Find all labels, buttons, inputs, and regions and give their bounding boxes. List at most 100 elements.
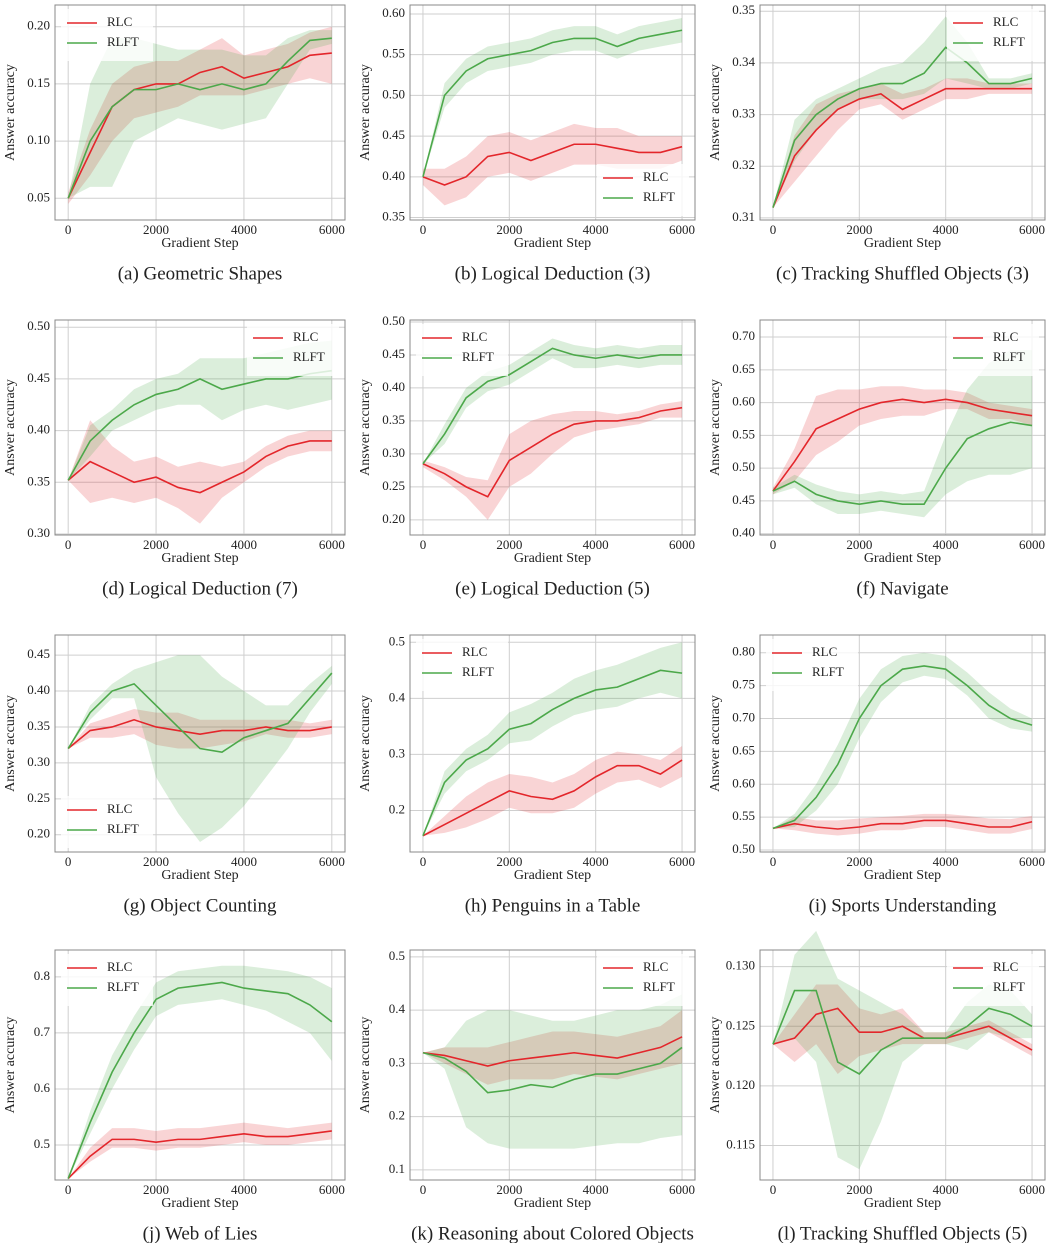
x-tick-label: 0 [65,222,72,237]
legend-box [247,324,339,376]
caption: (f) Navigate [856,578,948,599]
y-tick-label: 0.2 [389,801,405,816]
band [68,420,332,524]
x-tick-label: 0 [420,854,427,869]
x-tick-label: 6000 [1019,222,1045,237]
x-tick-label: 0 [770,1182,777,1197]
y-tick-label: 0.30 [27,754,50,769]
y-tick-label: 0.40 [27,422,50,437]
legend-label: RLC [643,959,668,974]
panel: 0.115 0.120 0.125 0.130 0 2000 4000 6000 RLC RLFT… [708,930,1046,1243]
y-tick-label: 0.45 [382,346,405,361]
line [67,37,332,199]
panel: 0.05 0.10 0.15 0.20 0 2000 4000 6000 RLC RLFT Grad… [3,4,346,284]
x-tick-label: 2000 [846,1182,872,1197]
legend-label: RLFT [993,34,1025,49]
band [772,386,1033,495]
caption: (l) Tracking Shuffled Objects (5) [778,1223,1028,1243]
y-tick-label: 0.40 [27,682,50,697]
y-axis-label: Answer accuracy [3,64,18,161]
legend-label: RLFT [293,349,325,364]
legend-label: RLFT [643,979,675,994]
y-tick-label: 0.5 [389,948,405,963]
y-tick-label: 0.115 [726,1136,755,1151]
x-tick-label: 0 [420,537,427,552]
y-tick-label: 0.50 [732,459,755,474]
band [422,18,683,177]
x-tick-label: 2000 [846,537,872,552]
x-tick-label: 0 [65,537,72,552]
caption: (d) Logical Deduction (7) [102,578,298,599]
axes-frame [409,4,696,221]
x-tick-label: 0 [770,222,777,237]
y-tick-label: 0.3 [389,745,405,760]
x-tick-label: 6000 [1019,1182,1045,1197]
x-tick-label: 4000 [231,854,257,869]
legend-box [61,954,153,1006]
x-axis-label: Gradient Step [514,1196,591,1211]
y-tick-label: 0.45 [27,370,50,385]
legend-box [947,954,1039,1006]
legend-label: RLC [107,801,132,816]
band [68,26,332,204]
x-tick-label: 2000 [143,537,169,552]
axes-frame [759,634,1046,853]
caption: (j) Web of Lies [143,1223,258,1243]
legend-label: RLC [993,329,1018,344]
y-tick-label: 0.30 [27,525,50,540]
line [422,1036,683,1067]
y-tick-label: 0.7 [34,1024,51,1039]
x-tick-label: 4000 [231,1182,257,1197]
legend-label: RLC [107,14,132,29]
y-tick-label: 0.25 [27,790,50,805]
axes-frame [54,319,346,536]
legend-label: RLFT [462,349,494,364]
band [68,709,332,749]
y-tick-label: 0.50 [382,86,405,101]
line [422,29,683,178]
x-axis-label: Gradient Step [161,551,238,566]
y-tick-label: 0.120 [726,1077,755,1092]
axes-frame [759,4,1046,221]
legend-box [597,954,689,1006]
x-tick-label: 4000 [231,222,257,237]
band [772,78,1033,208]
y-axis-label: Answer accuracy [708,695,723,792]
y-tick-label: 0.70 [732,709,755,724]
x-tick-label: 2000 [496,854,522,869]
legend-box [61,796,153,848]
line [772,665,1033,830]
x-tick-label: 0 [420,222,427,237]
x-axis-label: Gradient Step [864,236,941,251]
y-tick-label: 0.45 [382,127,405,142]
legend-label: RLFT [462,664,494,679]
y-axis-label: Answer accuracy [358,1017,373,1114]
y-tick-label: 0.15 [27,75,50,90]
panel: 0.40 0.45 0.50 0.55 0.60 0.65 0.70 0 2000 4000 600… [708,319,1046,599]
line [422,669,683,837]
x-tick-label: 2000 [143,1182,169,1197]
band [422,401,683,520]
axes-frame [409,949,696,1181]
x-axis-label: Gradient Step [514,236,591,251]
y-tick-label: 0.50 [382,313,405,328]
y-tick-label: 0.20 [27,826,50,841]
y-tick-label: 0.45 [732,492,755,507]
y-axis-label: Answer accuracy [708,1017,723,1114]
panel: 0.2 0.3 0.4 0.5 0 2000 4000 6000 RLC RLFT Gradient… [358,633,696,916]
y-tick-label: 0.31 [732,209,755,224]
band [422,642,683,836]
x-tick-label: 2000 [846,222,872,237]
y-tick-label: 0.50 [27,318,50,333]
x-tick-label: 6000 [319,222,345,237]
legend-box [947,324,1039,376]
legend-label: RLFT [107,34,139,49]
line [772,398,1033,492]
legend-label: RLC [107,959,132,974]
line [422,143,683,186]
line [67,369,332,481]
panel: 0.35 0.40 0.45 0.50 0.55 0.60 0 2000 4000 6000 RLC… [358,4,696,284]
y-axis-label: Answer accuracy [358,379,373,476]
x-axis-label: Gradient Step [161,236,238,251]
